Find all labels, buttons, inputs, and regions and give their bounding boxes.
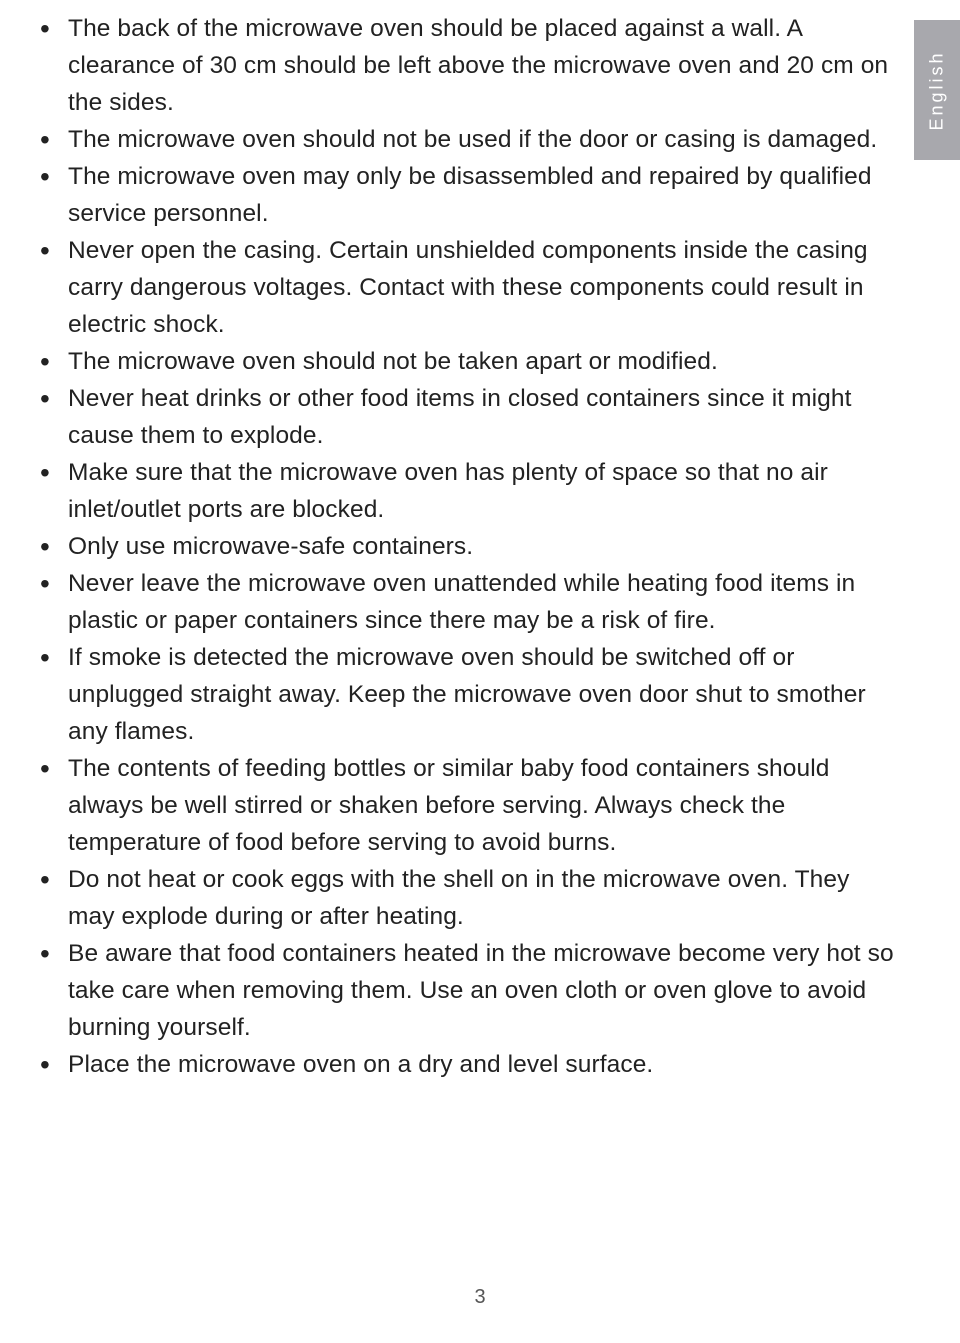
list-item: Never heat drinks or other food items in… — [30, 380, 900, 454]
list-item: Make sure that the microwave oven has pl… — [30, 454, 900, 528]
list-item: The contents of feeding bottles or simil… — [30, 750, 900, 861]
list-item: The microwave oven should not be taken a… — [30, 343, 900, 380]
list-item: The microwave oven should not be used if… — [30, 121, 900, 158]
list-item: Never open the casing. Certain unshielde… — [30, 232, 900, 343]
list-item: Never leave the microwave oven unattende… — [30, 565, 900, 639]
list-item: The back of the microwave oven should be… — [30, 10, 900, 121]
document-page: English The back of the microwave oven s… — [0, 0, 960, 1343]
language-tab: English — [914, 20, 960, 160]
list-item: Do not heat or cook eggs with the shell … — [30, 861, 900, 935]
list-item: Only use microwave-safe containers. — [30, 528, 900, 565]
list-item: Be aware that food containers heated in … — [30, 935, 900, 1046]
list-item: The microwave oven may only be disassemb… — [30, 158, 900, 232]
list-item: Place the microwave oven on a dry and le… — [30, 1046, 900, 1083]
safety-instructions-list: The back of the microwave oven should be… — [30, 10, 900, 1083]
page-number: 3 — [0, 1286, 960, 1309]
list-item: If smoke is detected the microwave oven … — [30, 639, 900, 750]
language-tab-label: English — [927, 50, 948, 130]
